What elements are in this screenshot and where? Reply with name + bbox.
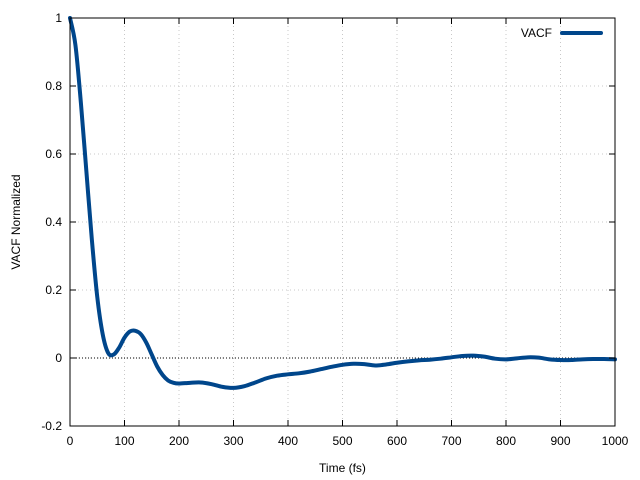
x-tick-label: 200	[169, 434, 189, 448]
x-tick-label: 300	[223, 434, 243, 448]
x-tick-label: 800	[496, 434, 516, 448]
series-line-vacf	[68, 16, 617, 390]
legend: VACF	[521, 26, 603, 40]
x-tick-label: 400	[278, 434, 298, 448]
y-axis-tick-labels: -0.2 0 0.2 0.4 0.6 0.8 1	[41, 11, 62, 433]
x-tick-label: 500	[332, 434, 352, 448]
series-layer	[68, 16, 617, 390]
y-tick-label: 0.4	[45, 215, 62, 229]
x-tick-label: 900	[550, 434, 570, 448]
x-tick-label: 600	[387, 434, 407, 448]
legend-label-vacf: VACF	[521, 26, 552, 40]
grid-lines	[70, 18, 615, 426]
y-tick-label: 0	[55, 351, 62, 365]
y-tick-label: 0.2	[45, 283, 62, 297]
x-tick-label: 1000	[602, 434, 629, 448]
y-tick-label: 0.8	[45, 79, 62, 93]
y-tick-label: 1	[55, 11, 62, 25]
x-tick-label: 0	[67, 434, 74, 448]
y-tick-label: 0.6	[45, 147, 62, 161]
x-tick-label: 100	[114, 434, 134, 448]
axis-ticks	[69, 17, 616, 427]
x-axis-label: Time (fs)	[319, 461, 366, 475]
x-tick-label: 700	[441, 434, 461, 448]
x-axis-tick-labels: 0 100 200 300 400 500 600 700 800 900 1000	[67, 434, 629, 448]
y-tick-label: -0.2	[41, 419, 62, 433]
y-axis-label: VACF Normalized	[9, 174, 23, 269]
